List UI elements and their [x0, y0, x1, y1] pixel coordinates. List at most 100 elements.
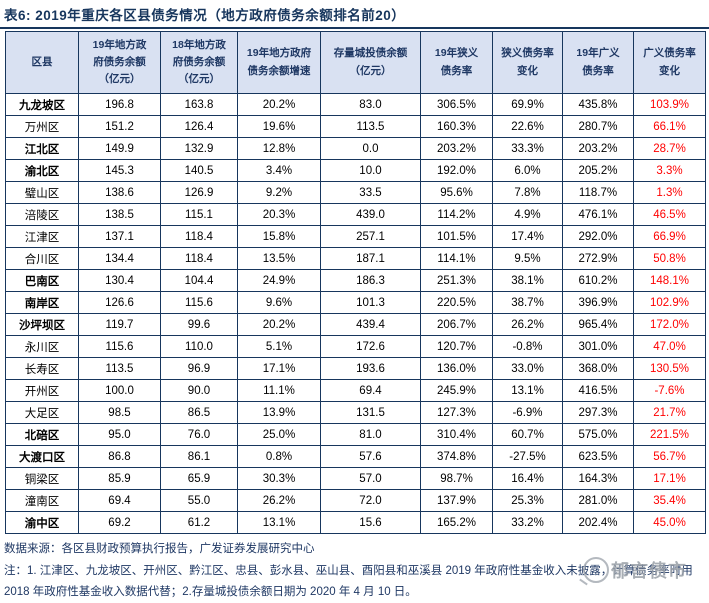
value-cell: 118.7%: [562, 181, 634, 204]
district-cell: 北碚区: [5, 423, 79, 446]
value-cell: 118.4: [160, 247, 238, 270]
value-cell: 57.6: [320, 445, 421, 468]
value-cell: 45.0%: [633, 511, 706, 534]
value-cell: 172.6: [320, 335, 421, 358]
column-header: 区县: [5, 31, 79, 94]
value-cell: 439.0: [320, 203, 421, 226]
value-cell: 138.5: [78, 203, 161, 226]
value-cell: 13.1%: [492, 379, 563, 402]
value-cell: -7.6%: [633, 379, 706, 402]
value-cell: 90.0: [160, 379, 238, 402]
district-cell: 永川区: [5, 335, 79, 358]
value-cell: 203.2%: [420, 137, 493, 160]
district-cell: 涪陵区: [5, 203, 79, 226]
value-cell: 280.7%: [562, 115, 634, 138]
value-cell: 126.4: [160, 115, 238, 138]
district-cell: 九龙坡区: [5, 93, 79, 116]
value-cell: 66.9%: [633, 225, 706, 248]
value-cell: 575.0%: [562, 423, 634, 446]
value-cell: 17.1%: [633, 467, 706, 490]
column-header: 广义债务率 变化: [633, 31, 706, 94]
value-cell: 85.9: [78, 467, 161, 490]
district-cell: 万州区: [5, 115, 79, 138]
value-cell: 196.8: [78, 93, 161, 116]
value-cell: 26.2%: [237, 489, 321, 512]
value-cell: 65.9: [160, 467, 238, 490]
value-cell: -6.9%: [492, 401, 563, 424]
value-cell: 1.3%: [633, 181, 706, 204]
district-cell: 渝中区: [5, 511, 79, 534]
value-cell: 26.2%: [492, 313, 563, 336]
value-cell: 13.5%: [237, 247, 321, 270]
value-cell: 69.4: [78, 489, 161, 512]
district-cell: 江津区: [5, 225, 79, 248]
value-cell: 35.4%: [633, 489, 706, 512]
value-cell: 113.5: [78, 357, 161, 380]
value-cell: 101.3: [320, 291, 421, 314]
value-cell: 13.9%: [237, 401, 321, 424]
value-cell: 172.0%: [633, 313, 706, 336]
value-cell: 25.3%: [492, 489, 563, 512]
value-cell: 3.3%: [633, 159, 706, 182]
value-cell: 95.6%: [420, 181, 493, 204]
value-cell: 251.3%: [420, 269, 493, 292]
value-cell: 439.4: [320, 313, 421, 336]
value-cell: 137.1: [78, 225, 161, 248]
table-row: 大渡口区 86.8 86.1 0.8% 57.6 374.8% -27.5% 623.5% 56…: [5, 445, 706, 468]
value-cell: 100.0: [78, 379, 161, 402]
value-cell: 21.7%: [633, 401, 706, 424]
value-cell: 3.4%: [237, 159, 321, 182]
value-cell: 130.4: [78, 269, 161, 292]
value-cell: 16.4%: [492, 467, 563, 490]
value-cell: 38.1%: [492, 269, 563, 292]
value-cell: 368.0%: [562, 357, 634, 380]
value-cell: 5.1%: [237, 335, 321, 358]
value-cell: 130.5%: [633, 357, 706, 380]
value-cell: 476.1%: [562, 203, 634, 226]
value-cell: 115.6: [78, 335, 161, 358]
value-cell: 110.0: [160, 335, 238, 358]
value-cell: 60.7%: [492, 423, 563, 446]
district-cell: 沙坪坝区: [5, 313, 79, 336]
value-cell: 12.8%: [237, 137, 321, 160]
value-cell: 165.2%: [420, 511, 493, 534]
value-cell: 292.0%: [562, 225, 634, 248]
value-cell: 28.7%: [633, 137, 706, 160]
value-cell: 19.6%: [237, 115, 321, 138]
value-cell: 6.0%: [492, 159, 563, 182]
value-cell: 20.2%: [237, 313, 321, 336]
value-cell: 57.0: [320, 467, 421, 490]
district-cell: 渝北区: [5, 159, 79, 182]
table-row: 长寿区 113.5 96.9 17.1% 193.6 136.0% 33.0% 368.0% 1…: [5, 357, 706, 380]
value-cell: 134.4: [78, 247, 161, 270]
column-header: 狭义债务率 变化: [492, 31, 563, 94]
value-cell: 193.6: [320, 357, 421, 380]
value-cell: 149.9: [78, 137, 161, 160]
table-row: 璧山区 138.6 126.9 9.2% 33.5 95.6% 7.8% 118.7% 1.3%: [5, 181, 706, 204]
district-cell: 长寿区: [5, 357, 79, 380]
value-cell: 114.2%: [420, 203, 493, 226]
value-cell: 610.2%: [562, 269, 634, 292]
value-cell: 33.2%: [492, 511, 563, 534]
value-cell: 132.9: [160, 137, 238, 160]
value-cell: 20.3%: [237, 203, 321, 226]
district-cell: 大渡口区: [5, 445, 79, 468]
district-cell: 潼南区: [5, 489, 79, 512]
district-cell: 大足区: [5, 401, 79, 424]
value-cell: 95.0: [78, 423, 161, 446]
value-cell: 163.8: [160, 93, 238, 116]
table-row: 江津区 137.1 118.4 15.8% 257.1 101.5% 17.4% 292.0%…: [5, 225, 706, 248]
value-cell: 33.5: [320, 181, 421, 204]
district-cell: 铜梁区: [5, 467, 79, 490]
value-cell: 76.0: [160, 423, 238, 446]
value-cell: 10.0: [320, 159, 421, 182]
value-cell: 33.0%: [492, 357, 563, 380]
data-source-line: 数据来源：各区县财政预算执行报告，广发证券发展研究中心: [4, 543, 315, 555]
value-cell: 15.8%: [237, 225, 321, 248]
value-cell: 72.0: [320, 489, 421, 512]
page-title: 表6: 2019年重庆各区县债务情况（地方政府债务余额排名前20）: [0, 0, 709, 29]
value-cell: 126.6: [78, 291, 161, 314]
value-cell: 396.9%: [562, 291, 634, 314]
value-cell: 126.9: [160, 181, 238, 204]
value-cell: 22.6%: [492, 115, 563, 138]
